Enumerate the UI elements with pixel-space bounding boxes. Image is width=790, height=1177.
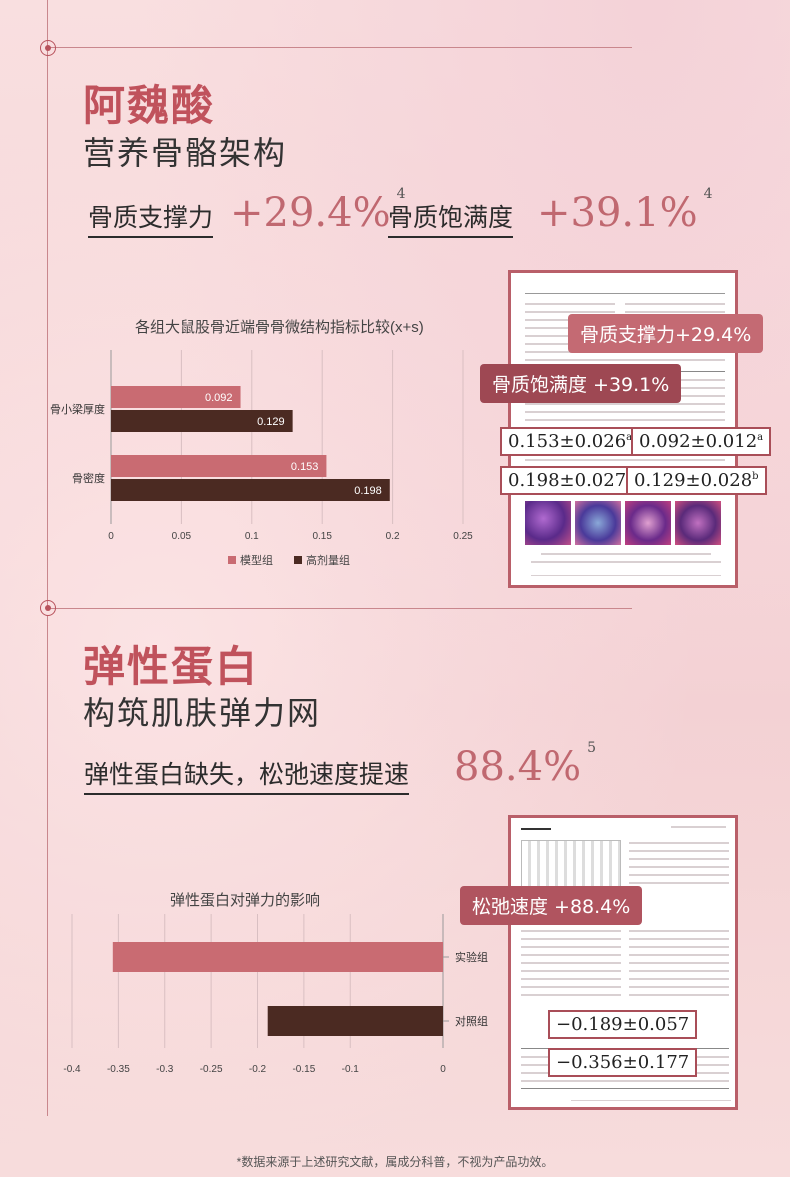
x-tick-label: 0 [440, 1064, 446, 1075]
chart2-title: 弹性蛋白对弹力的影响 [170, 892, 321, 909]
footer-disclaimer: *数据来源于上述研究文献，属成分科普，不视为产品功效。 [236, 1155, 554, 1169]
claim-label-fullness: 骨质饱满度 [388, 198, 514, 238]
frame-line-left-bottom [47, 616, 48, 1116]
legend-swatch [228, 556, 236, 564]
bar-value-label: 0.153 [291, 461, 319, 473]
value-box: 0.198±0.027ab [500, 466, 647, 495]
callout-relaxation: 松弛速度 +88.4% [460, 886, 643, 925]
divider-middle [47, 608, 632, 609]
x-tick-label: -0.1 [342, 1064, 360, 1075]
section1-title: 阿魏酸 [83, 81, 216, 130]
claim-value-elastin: 88.4% 5 [454, 740, 596, 790]
chart1: 0 0.05 0.1 0.15 0.2 0.25 骨小梁厚度 0.092 0.129 骨密度 0.1… [50, 350, 473, 567]
bar-value-label: 0.092 [205, 392, 233, 404]
category-label: 实验组 [455, 950, 488, 964]
claim-label-elastin: 弹性蛋白缺失，松弛速度提速 [84, 755, 410, 795]
section1-subtitle: 营养骨骼架构 [83, 134, 288, 172]
x-tick-label: -0.25 [200, 1064, 223, 1075]
histology-image [575, 501, 621, 545]
x-tick-label: -0.35 [107, 1064, 130, 1075]
callout-support: 骨质支撑力+29.4% [568, 314, 764, 353]
bar [111, 410, 293, 432]
x-tick-label: -0.2 [249, 1064, 267, 1075]
x-tick-label: 0.15 [312, 531, 332, 542]
value-box: 0.129±0.028b [626, 466, 767, 495]
section2-subtitle: 构筑肌肤弹力网 [83, 694, 322, 732]
value-box: −0.356±0.177 [548, 1048, 698, 1077]
histology-image [525, 501, 571, 545]
histology-image [625, 501, 671, 545]
bar [111, 455, 327, 477]
x-tick-label: 0 [108, 531, 114, 542]
x-tick-label: 0.2 [386, 531, 400, 542]
x-tick-label: -0.15 [292, 1064, 315, 1075]
section2-title: 弹性蛋白 [83, 642, 260, 691]
x-tick-label: 0.05 [172, 531, 192, 542]
value-box: 0.153±0.026a [500, 427, 641, 456]
circle-marker-icon [40, 40, 56, 56]
category-label: 骨小梁厚度 [50, 402, 105, 416]
bar [267, 1006, 443, 1036]
legend-swatch [294, 556, 302, 564]
chart1-title: 各组大鼠股骨近端骨骨微结构指标比较(x+s) [135, 319, 424, 336]
value-box: −0.189±0.057 [548, 1010, 698, 1039]
x-tick-label: 0.1 [245, 531, 259, 542]
bar [111, 386, 241, 408]
category-label: 骨密度 [72, 471, 105, 485]
callout-fullness: 骨质饱满度 +39.1% [480, 364, 682, 403]
category-label: 对照组 [455, 1014, 488, 1028]
claim-label-support: 骨质支撑力 [88, 198, 214, 238]
legend-label: 模型组 [240, 553, 273, 567]
x-tick-label: 0.25 [453, 531, 473, 542]
bar-value-label: 0.129 [257, 416, 285, 428]
claim-value-support: +29.4% 4 [230, 186, 406, 236]
bar [111, 479, 390, 501]
x-tick-label: -0.4 [63, 1064, 81, 1075]
bar-value-label: 0.198 [354, 485, 382, 497]
divider-top [47, 47, 632, 48]
claim-value-fullness: +39.1% 4 [537, 186, 713, 236]
bar [112, 942, 443, 972]
circle-marker-icon [40, 600, 56, 616]
frame-line-left-top [47, 0, 48, 610]
legend-label: 高剂量组 [306, 553, 350, 567]
x-tick-label: -0.3 [156, 1064, 174, 1075]
value-box: 0.092±0.012a [631, 427, 772, 456]
histology-image [675, 501, 721, 545]
